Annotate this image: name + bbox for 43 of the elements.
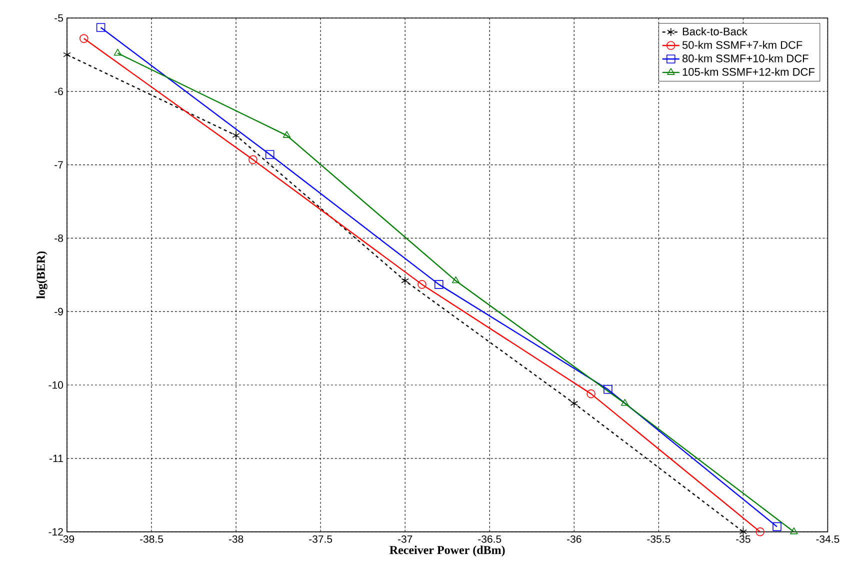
legend-label: Back-to-Back	[682, 27, 748, 36]
y-tick-label: -5	[54, 14, 64, 22]
x-tick-label: -37	[398, 535, 412, 543]
point	[756, 528, 764, 536]
x-tick-label: -34.5	[816, 535, 840, 543]
point	[790, 528, 798, 534]
point	[248, 155, 258, 164]
x-tick-label: -39	[60, 535, 74, 543]
point	[79, 34, 88, 44]
point	[620, 399, 629, 406]
legend-label: 50-km SSMF+7-km DCF	[682, 40, 802, 49]
point	[570, 399, 578, 408]
y-tick-label: -8	[54, 234, 63, 242]
point	[282, 131, 291, 138]
legend-label: 105-km SSMF+12-km DCF	[682, 68, 814, 76]
y-tick-label: -11	[50, 454, 63, 462]
x-tick-label: -38	[228, 535, 244, 543]
point	[604, 385, 612, 394]
y-tick-label: -6	[54, 88, 63, 96]
point	[232, 131, 240, 140]
point	[63, 50, 71, 60]
point	[265, 150, 274, 160]
x-tick-label: -35.5	[647, 535, 670, 543]
y-tick-label: -12	[48, 528, 63, 536]
legend-label: 80-km SSMF+10-km DCF	[682, 54, 808, 62]
x-tick-label: -38.5	[140, 535, 164, 543]
point	[96, 23, 106, 32]
point	[401, 276, 409, 286]
point	[114, 48, 122, 56]
point	[434, 280, 444, 289]
point	[586, 390, 596, 398]
y-tick-label: -10	[48, 381, 64, 389]
x-tick-label: -36	[567, 535, 582, 543]
y-axis-title: log(BER)	[36, 252, 48, 299]
y-tick-label: -7	[54, 161, 63, 169]
x-tick-label: -37.5	[309, 535, 332, 543]
y-tick-label: -9	[54, 308, 63, 316]
x-tick-label: -36.5	[478, 535, 502, 543]
point	[418, 280, 426, 289]
point	[772, 522, 782, 532]
point	[452, 276, 460, 284]
x-axis-title: Receiver Power (dBm)	[390, 546, 505, 557]
x-tick-label: -35	[736, 535, 750, 543]
